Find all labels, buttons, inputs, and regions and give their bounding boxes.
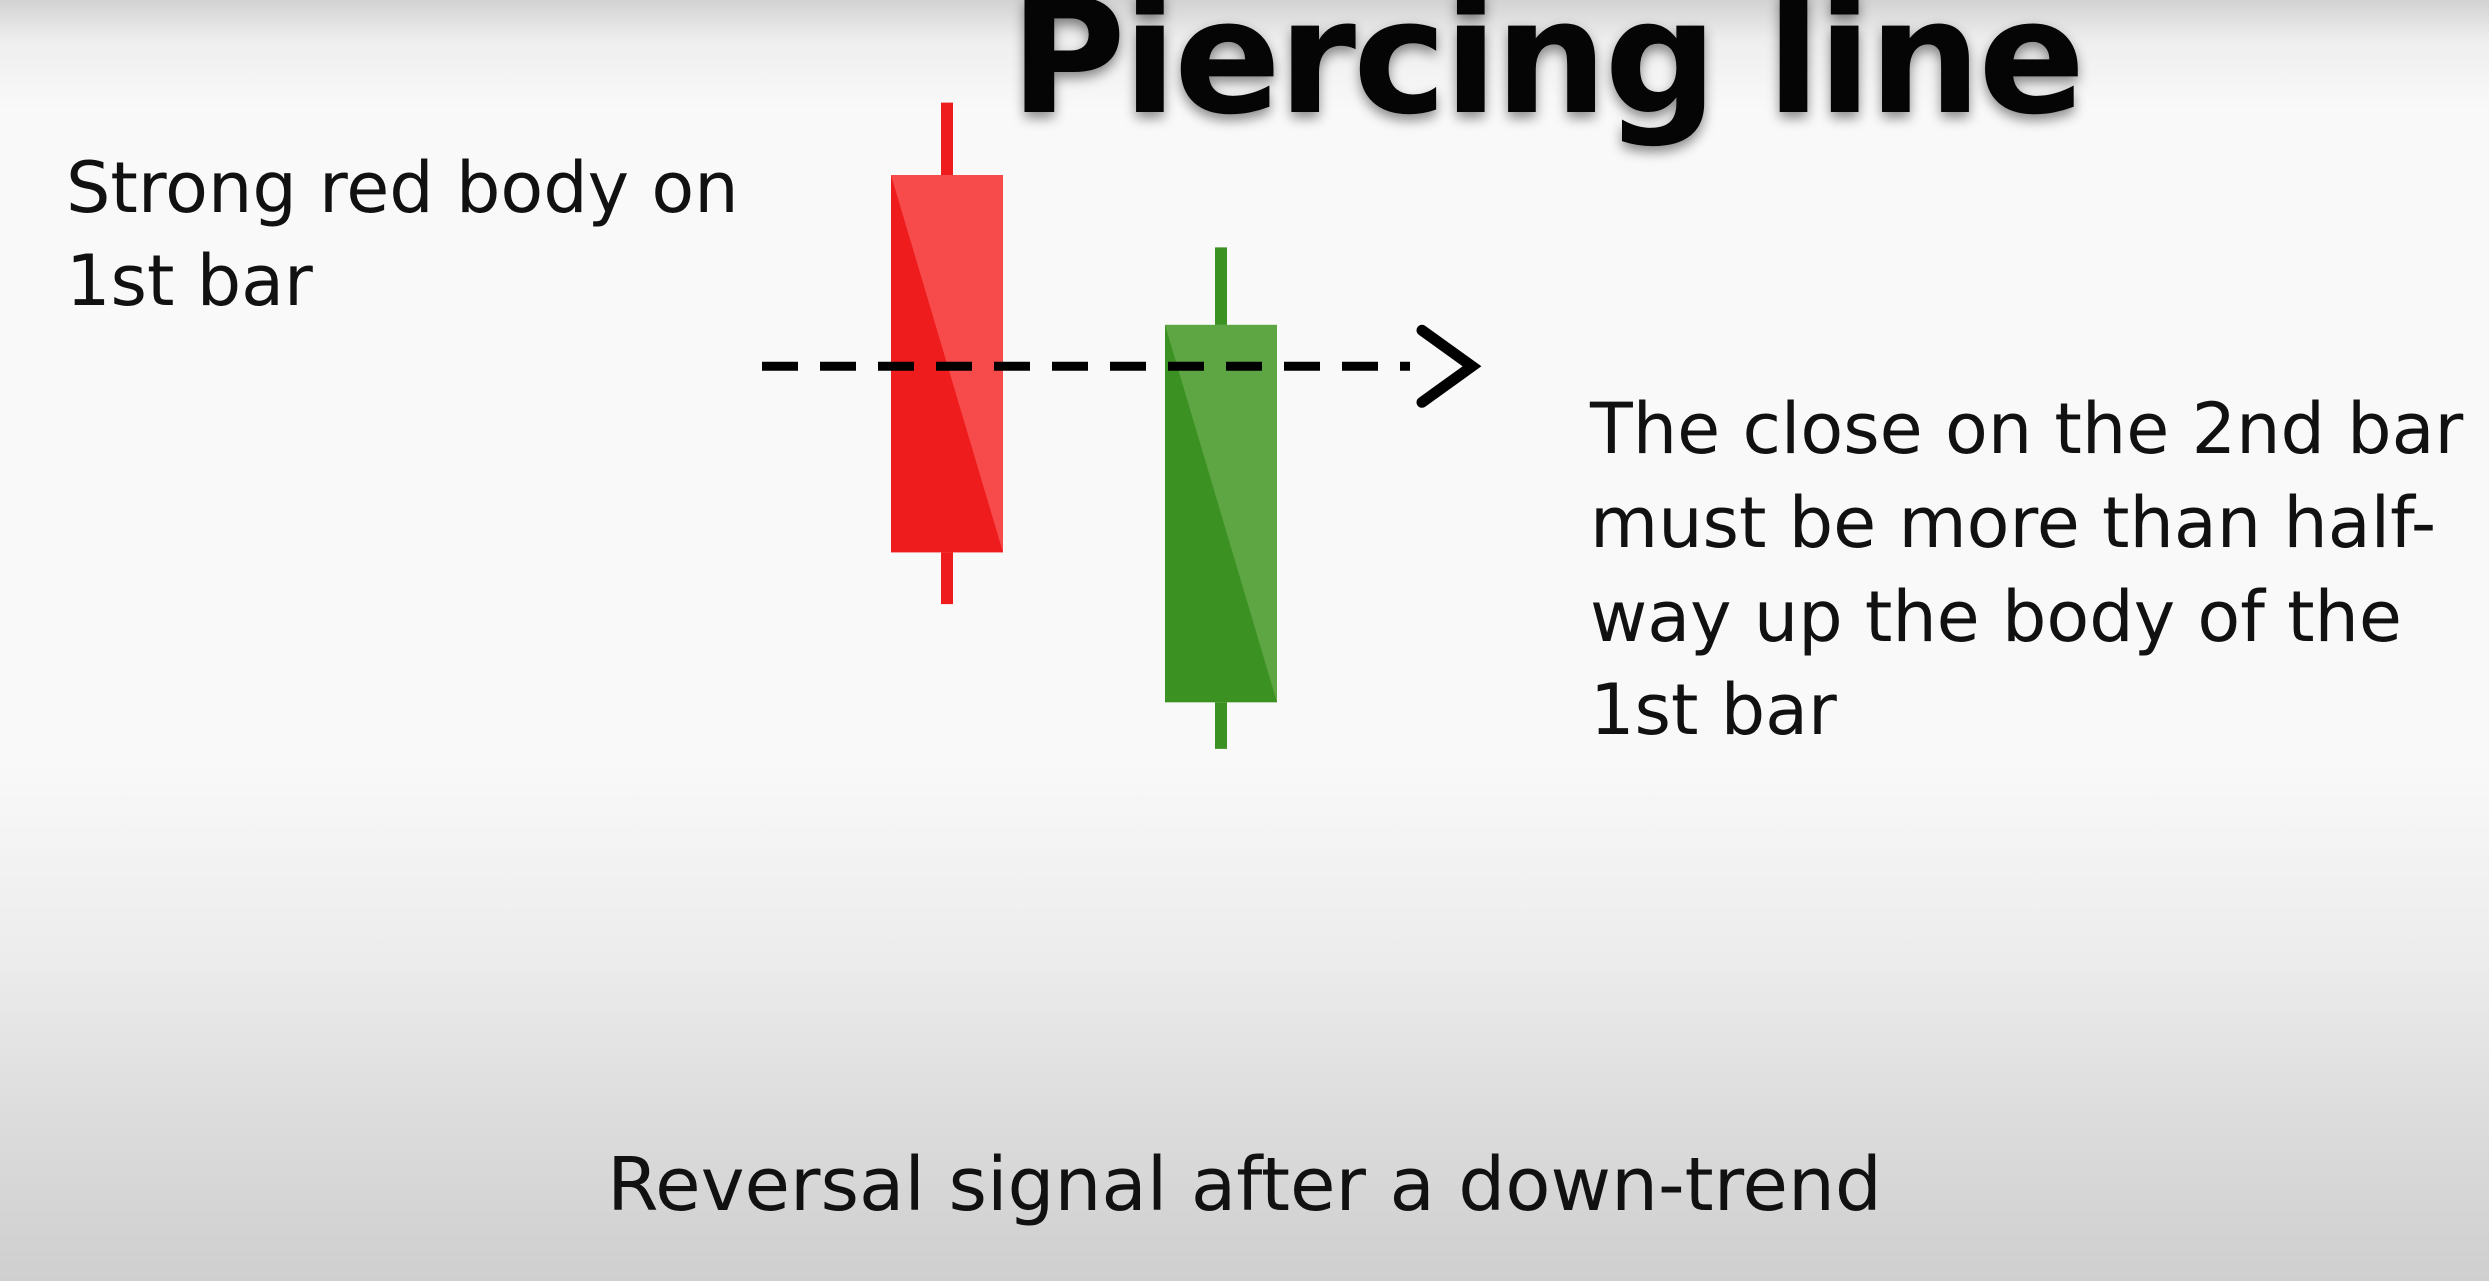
second-bar-lower-wick	[1215, 702, 1227, 749]
page-title: Piercing line	[1010, 0, 2085, 150]
first-bar-candle	[891, 102, 1003, 605]
first-bar-lower-wick	[941, 552, 953, 605]
footer-caption: Reversal signal after a down-trend	[607, 1142, 1882, 1228]
second-bar-upper-wick	[1215, 247, 1227, 325]
first-bar-caption: Strong red body on 1st bar	[66, 147, 739, 323]
close-rule-caption: The close on the 2nd bar must be more th…	[1590, 388, 2464, 752]
second-bar-body-highlight	[1165, 324, 1277, 703]
second-bar-candle	[1165, 247, 1277, 749]
chevron-right-icon	[1416, 324, 1482, 408]
first-bar-upper-wick	[941, 102, 953, 175]
